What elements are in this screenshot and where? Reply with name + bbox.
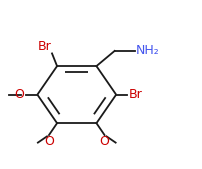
Text: O: O bbox=[14, 88, 24, 101]
Text: Br: Br bbox=[37, 40, 51, 53]
Text: O: O bbox=[100, 135, 109, 148]
Text: NH₂: NH₂ bbox=[136, 44, 160, 57]
Text: O: O bbox=[44, 135, 54, 148]
Text: Br: Br bbox=[128, 88, 142, 101]
